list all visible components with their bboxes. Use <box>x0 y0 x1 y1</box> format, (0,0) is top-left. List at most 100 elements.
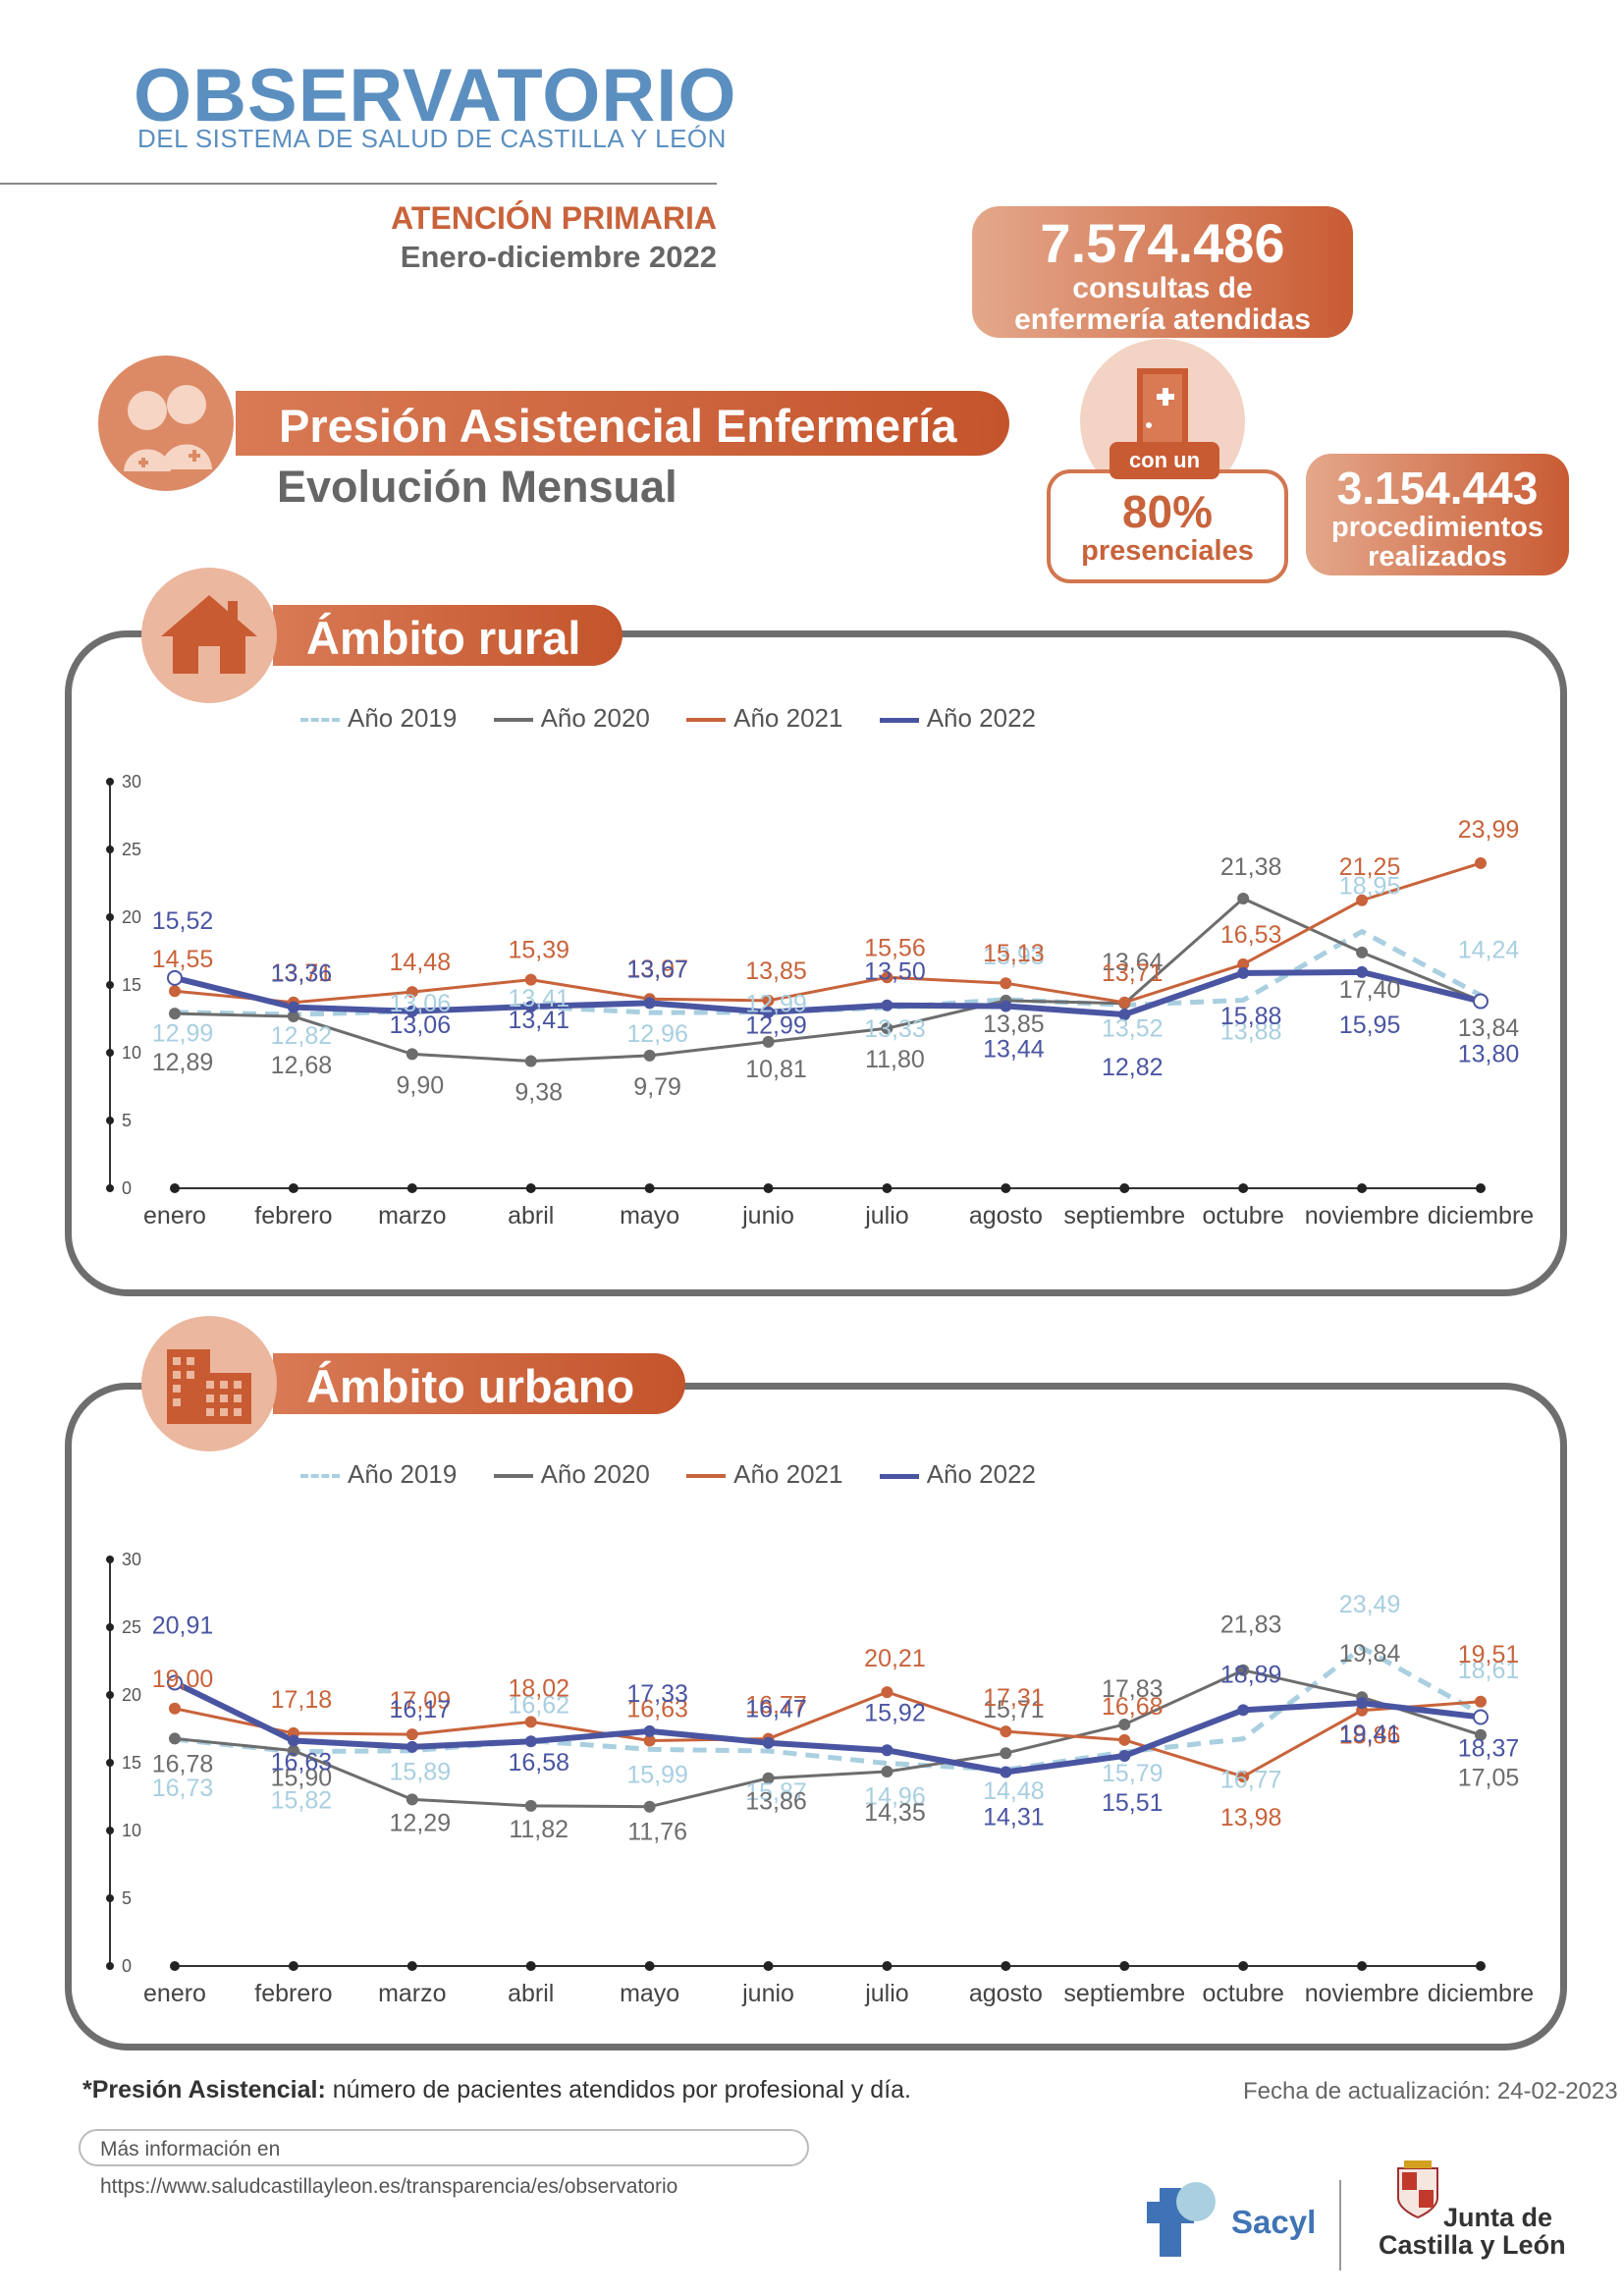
urban-data-label-s2020: 11,82 <box>509 1816 568 1843</box>
rural-point-s2022 <box>643 997 656 1010</box>
rural-line-chart: 0 5 10 15 20 25 30 enero febrero marzo abril mayo ju… <box>106 772 1534 1230</box>
urban-point-s2022 <box>406 1740 418 1753</box>
rural-y-tick-label: 5 <box>122 1111 132 1130</box>
urban-data-label-s2019: 16,77 <box>1220 1767 1282 1794</box>
urban-point-s2021 <box>524 1716 537 1728</box>
urban-y-tick-label: 15 <box>122 1753 141 1773</box>
urban-point-s2021 <box>1475 1695 1487 1708</box>
kpi-presenciales-value: 80% <box>1121 486 1214 537</box>
urban-point-s2022 <box>1000 1766 1012 1778</box>
urban-data-label-s2020: 11,76 <box>627 1819 687 1846</box>
urban-y-tick-label: 30 <box>122 1550 141 1569</box>
house-icon <box>141 568 277 703</box>
update-date: Fecha de actualización: 24-02-2023 <box>1243 2078 1618 2105</box>
rural-data-label-s2019: 18,95 <box>1339 872 1401 900</box>
rural-y-tick-label: 30 <box>122 772 141 792</box>
urban-point-s2022 <box>881 1744 893 1757</box>
rural-y-tick-dot <box>106 913 114 921</box>
rural-point-s2020 <box>169 1008 181 1020</box>
rural-point-s2021 <box>1356 894 1369 906</box>
rural-data-label-s2022: 13,36 <box>271 960 333 988</box>
rural-x-tick-dot <box>1357 1183 1368 1193</box>
urban-data-label-s2020: 13,86 <box>745 1788 807 1816</box>
urban-data-label-s2019: 15,87 <box>745 1778 807 1806</box>
rural-data-label-s2020: 12,68 <box>271 1052 333 1079</box>
rural-x-tick-label: agosto <box>969 1202 1043 1230</box>
page-title: Presión Asistencial Enfermería <box>279 400 957 452</box>
rural-y-tick-dot <box>106 1184 114 1192</box>
urban-y-tick-dot <box>106 1827 114 1834</box>
rural-x-tick-dot <box>288 1183 298 1193</box>
urban-data-label-s2022: 16,47 <box>745 1696 807 1723</box>
urban-point-s2022 <box>287 1734 299 1747</box>
rural-point-s2021 <box>524 973 537 986</box>
rural-panel <box>65 630 1567 1296</box>
urban-y-tick-dot <box>106 1623 114 1631</box>
rural-data-label-s2020: 17,40 <box>1339 976 1401 1004</box>
rural-point-s2022 <box>762 1006 775 1018</box>
urban-y-tick-dot <box>106 1962 114 1970</box>
urban-data-label-s2019: 14,96 <box>864 1783 926 1811</box>
rural-data-label-s2021: 14,55 <box>152 946 214 973</box>
rural-point-s2020 <box>1237 892 1250 904</box>
rural-data-label-s2020: 12,89 <box>152 1049 214 1076</box>
rural-series-s2019 <box>174 928 1483 1017</box>
urban-x-tick-dot <box>288 1961 298 1971</box>
urban-data-label-s2019: 16,62 <box>508 1692 569 1720</box>
rural-data-label-s2021: 16,53 <box>1220 921 1282 949</box>
urban-chart-title: Ámbito urbano <box>306 1360 635 1412</box>
kpi-procedimientos: 3.154.443 procedimientos realizados <box>1306 454 1569 575</box>
rural-point-s2021 <box>1000 977 1012 990</box>
urban-data-label-s2022: 15,51 <box>1102 1789 1164 1817</box>
rural-data-label-s2020: 9,79 <box>633 1073 681 1101</box>
rural-point-s2022 <box>167 969 183 986</box>
rural-point-s2021 <box>169 985 181 998</box>
rural-data-label-s2020: 9,38 <box>514 1079 563 1107</box>
rural-data-label-s2022: 12,99 <box>745 1012 807 1040</box>
rural-point-s2022 <box>1000 1000 1012 1012</box>
urban-data-label-s2021: 16,63 <box>626 1696 688 1723</box>
urban-y-tick-label: 25 <box>122 1617 141 1637</box>
rural-data-label-s2019: 13,41 <box>508 985 569 1012</box>
urban-point-s2020 <box>169 1732 181 1745</box>
kpi-procedimientos-label: procedimientos <box>1331 512 1543 543</box>
rural-x-tick-label: noviembre <box>1305 1202 1420 1230</box>
urban-legend: Año 2019 Año 2020 Año 2021 Año 2022 <box>300 1459 1065 1490</box>
urban-data-label-s2020: 17,05 <box>1458 1765 1520 1792</box>
rural-x-tick-label: diciembre <box>1428 1202 1534 1230</box>
urban-x-tick-label: julio <box>864 1980 908 2007</box>
rural-x-tick-dot <box>525 1183 536 1193</box>
rural-x-tick-dot <box>406 1183 417 1193</box>
urban-y-tick-dot <box>106 1759 114 1767</box>
rural-data-label-s2021: 15,13 <box>983 940 1045 967</box>
urban-point-s2020 <box>1118 1718 1131 1730</box>
kpi-consultas: 7.574.486 consultas de enfermería atendi… <box>972 206 1353 338</box>
sacyl-logo-icon <box>1147 2178 1229 2266</box>
urban-data-label-s2020: 15,71 <box>983 1696 1045 1723</box>
urban-y-tick-label: 0 <box>122 1956 132 1976</box>
urban-point-s2020 <box>643 1800 656 1813</box>
urban-point-s2022 <box>1356 1697 1369 1710</box>
urban-data-label-s2019: 18,61 <box>1458 1657 1520 1684</box>
urban-x-tick-label: febrero <box>254 1980 332 2007</box>
urban-point-s2020 <box>881 1765 893 1777</box>
rural-data-label-s2022: 15,88 <box>1220 1003 1282 1030</box>
urban-x-tick-dot <box>406 1961 417 1971</box>
rural-x-tick-label: marzo <box>378 1202 446 1230</box>
urban-y-tick-dot <box>106 1556 114 1563</box>
urban-data-label-s2021: 19,00 <box>152 1666 214 1693</box>
more-info-link[interactable]: Más información en https://www.saludcast… <box>79 2129 809 2198</box>
urban-x-tick-dot <box>644 1961 655 1971</box>
rural-data-label-s2019: 13,88 <box>1220 1017 1282 1045</box>
rural-y-tick-dot <box>106 778 114 786</box>
urban-data-label-s2020: 17,83 <box>1102 1675 1164 1703</box>
rural-data-label-s2020: 13,85 <box>983 1011 1045 1038</box>
rural-y-tick-label: 20 <box>122 907 141 927</box>
urban-point-s2021 <box>1118 1733 1131 1746</box>
legend-item-2019: Año 2019 <box>300 1459 457 1490</box>
urban-data-label-s2022: 16,58 <box>508 1749 569 1777</box>
kpi-consultas-value: 7.574.486 <box>1040 212 1285 274</box>
urban-data-label-s2022: 18,89 <box>1220 1661 1282 1688</box>
urban-data-label-s2019: 23,49 <box>1339 1591 1401 1618</box>
observatorio-logo: OBSERVATORIO <box>134 54 737 137</box>
